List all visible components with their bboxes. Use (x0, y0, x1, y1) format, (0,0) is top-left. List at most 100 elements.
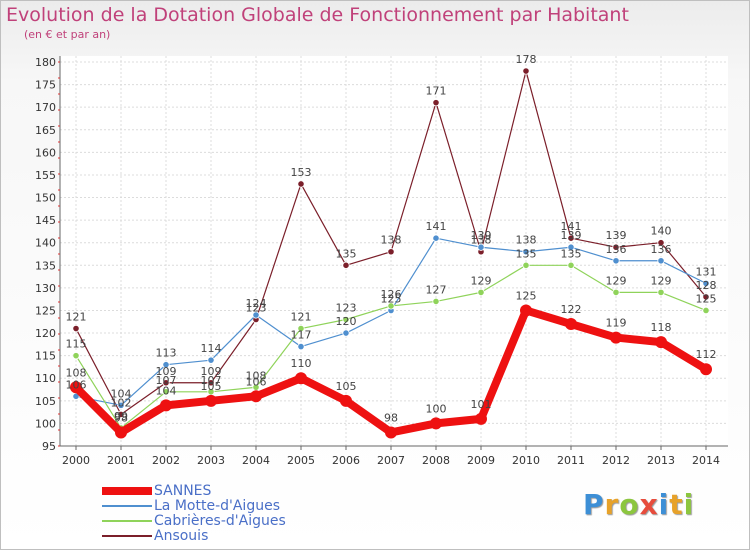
data-point (117, 410, 125, 418)
data-point (72, 352, 80, 360)
data-point (117, 401, 125, 409)
data-label: 122 (561, 303, 582, 316)
x-tick-label: 2003 (197, 454, 225, 467)
logo-letter: x (639, 488, 659, 521)
data-label: 135 (561, 247, 582, 260)
x-tick-label: 2009 (467, 454, 495, 467)
x-tick-label: 2005 (287, 454, 315, 467)
data-point (430, 417, 442, 430)
data-label: 125 (516, 289, 537, 302)
data-label: 138 (516, 234, 537, 247)
legend-label-la-motte: La Motte-d'Aigues (154, 498, 280, 514)
data-label: 102 (111, 396, 132, 409)
y-tick-label: 130 (35, 282, 56, 295)
x-tick-label: 2006 (332, 454, 360, 467)
data-point (567, 243, 575, 251)
data-point (522, 261, 530, 269)
data-label: 124 (246, 297, 267, 310)
data-point (340, 394, 352, 407)
chart-title: Evolution de la Dotation Globale de Fonc… (6, 4, 629, 26)
data-point (477, 243, 485, 251)
logo-letter: t (669, 488, 684, 521)
legend-label-ansouis: Ansouis (154, 528, 209, 544)
data-point (162, 388, 170, 396)
data-point (657, 257, 665, 265)
logo-letter: P (583, 488, 605, 521)
legend-item-ansouis: Ansouis (96, 528, 396, 544)
data-label: 127 (426, 283, 447, 296)
legend-label-sannes: SANNES (154, 483, 212, 499)
data-label: 171 (426, 85, 447, 98)
data-label: 104 (111, 387, 132, 400)
data-point (610, 331, 622, 344)
data-point (115, 426, 127, 439)
data-point (612, 257, 620, 265)
data-point (295, 372, 307, 385)
data-label: 128 (696, 279, 717, 292)
y-tick-label: 105 (35, 395, 56, 408)
data-label: 139 (561, 229, 582, 242)
legend-item-la-motte: La Motte-d'Aigues (96, 498, 396, 514)
data-label: 99 (114, 410, 128, 423)
legend-swatch-ansouis (102, 535, 152, 537)
data-point (565, 318, 577, 331)
data-label: 135 (516, 247, 537, 260)
data-point (297, 343, 305, 351)
data-point (702, 306, 710, 315)
data-point (475, 412, 487, 425)
data-label: 106 (66, 378, 87, 391)
data-label: 140 (651, 225, 672, 238)
data-label: 105 (201, 380, 222, 393)
data-point (477, 288, 485, 296)
y-tick-label: 120 (35, 327, 56, 340)
data-label: 98 (384, 411, 398, 424)
data-point (520, 304, 532, 317)
data-label: 126 (381, 288, 402, 301)
data-label: 121 (66, 311, 87, 324)
y-tick-label: 140 (35, 237, 56, 250)
data-label: 153 (291, 166, 312, 179)
x-tick-label: 2012 (602, 454, 630, 467)
data-label: 105 (336, 380, 357, 393)
y-tick-label: 165 (35, 124, 56, 137)
x-tick-label: 2010 (512, 454, 540, 467)
data-point (205, 394, 217, 407)
y-tick-label: 170 (35, 101, 56, 114)
data-label: 136 (606, 243, 627, 256)
data-label: 125 (696, 292, 717, 305)
data-point (655, 336, 667, 349)
data-point (207, 379, 215, 387)
data-point (432, 297, 440, 306)
data-label: 131 (696, 265, 717, 278)
data-point (160, 399, 172, 412)
y-tick-label: 125 (35, 304, 56, 317)
data-point (432, 234, 440, 242)
data-point (612, 243, 620, 251)
data-point (342, 329, 350, 337)
data-label: 141 (561, 220, 582, 233)
data-point (700, 363, 712, 376)
legend-swatch-sannes (102, 487, 152, 495)
data-point (432, 99, 440, 107)
y-tick-label: 135 (35, 259, 56, 272)
data-label: 107 (156, 374, 177, 387)
data-point (702, 293, 710, 301)
data-point (657, 239, 665, 247)
logo-letter: i (683, 488, 695, 521)
data-point (657, 288, 665, 296)
data-label: 117 (291, 329, 312, 342)
data-point (612, 288, 620, 296)
data-label: 139 (606, 229, 627, 242)
data-label: 121 (291, 311, 312, 324)
data-label: 118 (651, 321, 672, 334)
data-label: 110 (291, 357, 312, 370)
data-label: 135 (336, 247, 357, 260)
x-tick-label: 2004 (242, 454, 270, 467)
data-label: 129 (651, 274, 672, 287)
data-label: 141 (426, 220, 447, 233)
x-tick-label: 2001 (107, 454, 135, 467)
data-label: 109 (201, 365, 222, 378)
legend-item-cabrieres: Cabrières-d'Aigues (96, 513, 396, 529)
data-label: 114 (201, 342, 222, 355)
